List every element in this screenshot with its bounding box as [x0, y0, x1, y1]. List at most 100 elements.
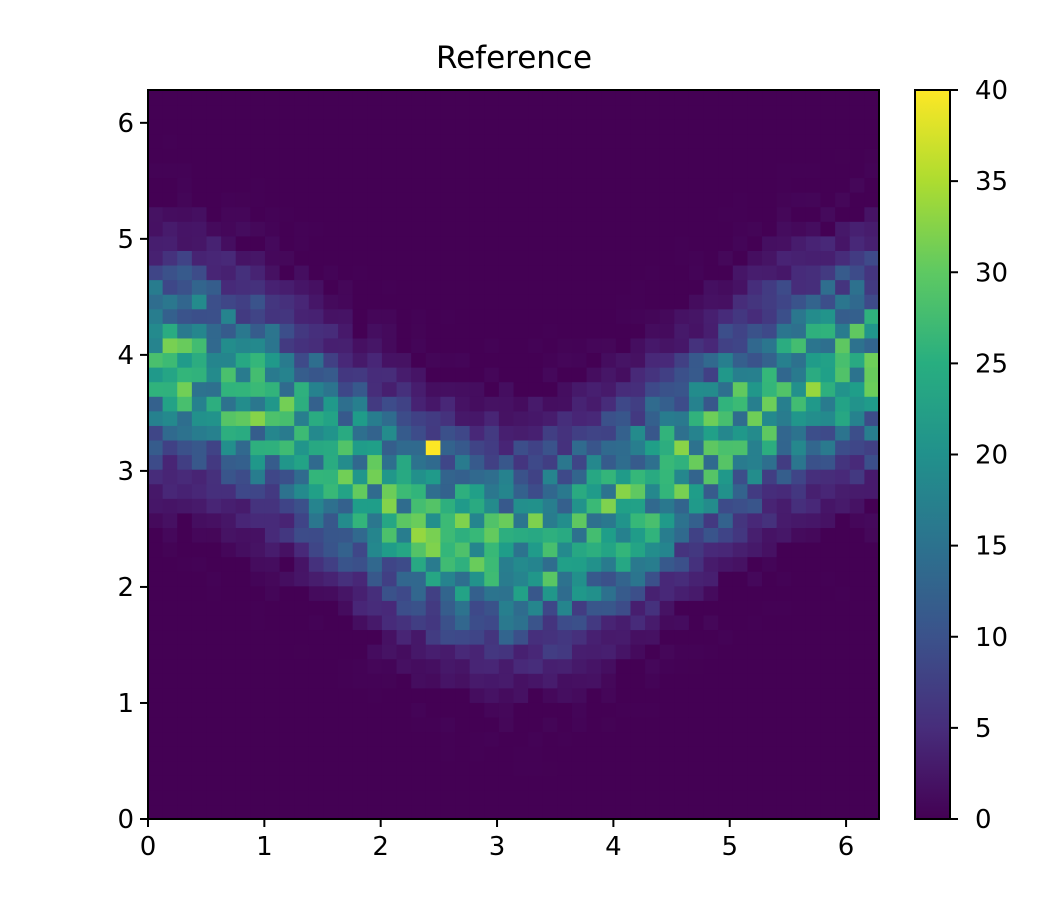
heatmap-cell [221, 571, 237, 587]
heatmap-cell [177, 585, 193, 601]
heatmap-cell [849, 90, 865, 106]
heatmap-cell [762, 221, 778, 237]
heatmap-cell [425, 775, 441, 791]
heatmap-cell [645, 177, 661, 193]
heatmap-cell [659, 556, 675, 572]
heatmap-cell [762, 702, 778, 718]
heatmap-cell [323, 527, 339, 543]
heatmap-cell [191, 716, 208, 733]
heatmap-cell [645, 410, 661, 426]
heatmap-cell [221, 731, 237, 747]
heatmap-cell [294, 352, 310, 368]
heatmap-cell [177, 600, 193, 616]
heatmap-cell [206, 221, 222, 237]
heatmap-cell [484, 439, 500, 456]
heatmap-cell [513, 600, 529, 616]
heatmap-cell [542, 192, 558, 208]
heatmap-cell [820, 600, 836, 616]
heatmap-cell [528, 585, 544, 601]
heatmap-cell [235, 264, 251, 281]
heatmap-cell [776, 264, 792, 281]
heatmap-cell [381, 512, 398, 528]
heatmap-cell [206, 789, 222, 806]
heatmap-cell [191, 600, 208, 616]
heatmap-cell [484, 614, 500, 631]
heatmap-cell [177, 119, 193, 135]
heatmap-cell [206, 425, 222, 441]
heatmap-cell [630, 396, 646, 412]
heatmap-cell [323, 804, 339, 820]
heatmap-cell [367, 148, 383, 164]
heatmap-cell [162, 746, 178, 762]
heatmap-cell [396, 804, 412, 820]
heatmap-cell [528, 235, 544, 251]
heatmap-cell [323, 294, 339, 310]
heatmap-cell [411, 716, 427, 733]
heatmap-cell [338, 264, 354, 281]
heatmap-cell [630, 250, 646, 266]
heatmap-cell [294, 498, 310, 514]
heatmap-cell [718, 702, 734, 718]
heatmap-cell [528, 206, 544, 222]
heatmap-cell [235, 644, 251, 660]
heatmap-cell [191, 775, 208, 791]
heatmap-cell [645, 789, 661, 806]
heatmap-cell [791, 221, 807, 237]
heatmap-cell [849, 644, 865, 660]
heatmap-cell [455, 90, 471, 106]
heatmap-cell [528, 658, 544, 674]
heatmap-cell [396, 614, 412, 631]
heatmap-cell [177, 644, 193, 660]
heatmap-cell [469, 571, 485, 587]
heatmap-cell [659, 381, 675, 397]
heatmap-cell [308, 702, 325, 718]
heatmap-cell [352, 483, 368, 499]
heatmap-cell [367, 308, 383, 324]
heatmap-cell [148, 454, 164, 470]
heatmap-cell [557, 629, 573, 645]
heatmap-cell [820, 716, 836, 733]
heatmap-cell [805, 731, 822, 747]
heatmap-cell [571, 789, 588, 806]
heatmap-cell [484, 133, 500, 149]
heatmap-cell [323, 454, 339, 470]
heatmap-cell [703, 571, 719, 587]
heatmap-cell [411, 177, 427, 193]
heatmap-cell [191, 469, 208, 485]
heatmap-cell [235, 731, 251, 747]
heatmap-cell [264, 571, 281, 587]
heatmap-cell [835, 381, 851, 397]
heatmap-cell [381, 775, 398, 791]
heatmap-cell [864, 585, 880, 601]
heatmap-cell [396, 775, 412, 791]
heatmap-cell [250, 483, 266, 499]
heatmap-cell [557, 439, 573, 456]
heatmap-cell [469, 731, 485, 747]
heatmap-cell [396, 410, 412, 426]
heatmap-cell [762, 148, 778, 164]
heatmap-cell [396, 527, 412, 543]
heatmap-cell [528, 133, 544, 149]
heatmap-cell [513, 658, 529, 674]
heatmap-cell [864, 658, 880, 674]
heatmap-cell [762, 804, 778, 820]
heatmap-cell [791, 90, 807, 106]
heatmap-cell [352, 527, 368, 543]
heatmap-cell [805, 644, 822, 660]
heatmap-cell [162, 206, 178, 222]
heatmap-cell [630, 687, 646, 703]
heatmap-cell [455, 731, 471, 747]
heatmap-cell [177, 367, 193, 383]
heatmap-cell [191, 789, 208, 806]
heatmap-cell [630, 629, 646, 645]
heatmap-cell [791, 804, 807, 820]
heatmap-cell [688, 396, 705, 412]
heatmap-cell [528, 716, 544, 733]
heatmap-cell [571, 396, 588, 412]
heatmap-cell [762, 162, 778, 179]
heatmap-cell [440, 381, 456, 397]
heatmap-cell [162, 221, 178, 237]
heatmap-cell [455, 337, 471, 354]
heatmap-cell [615, 585, 632, 601]
heatmap-cell [279, 337, 295, 354]
